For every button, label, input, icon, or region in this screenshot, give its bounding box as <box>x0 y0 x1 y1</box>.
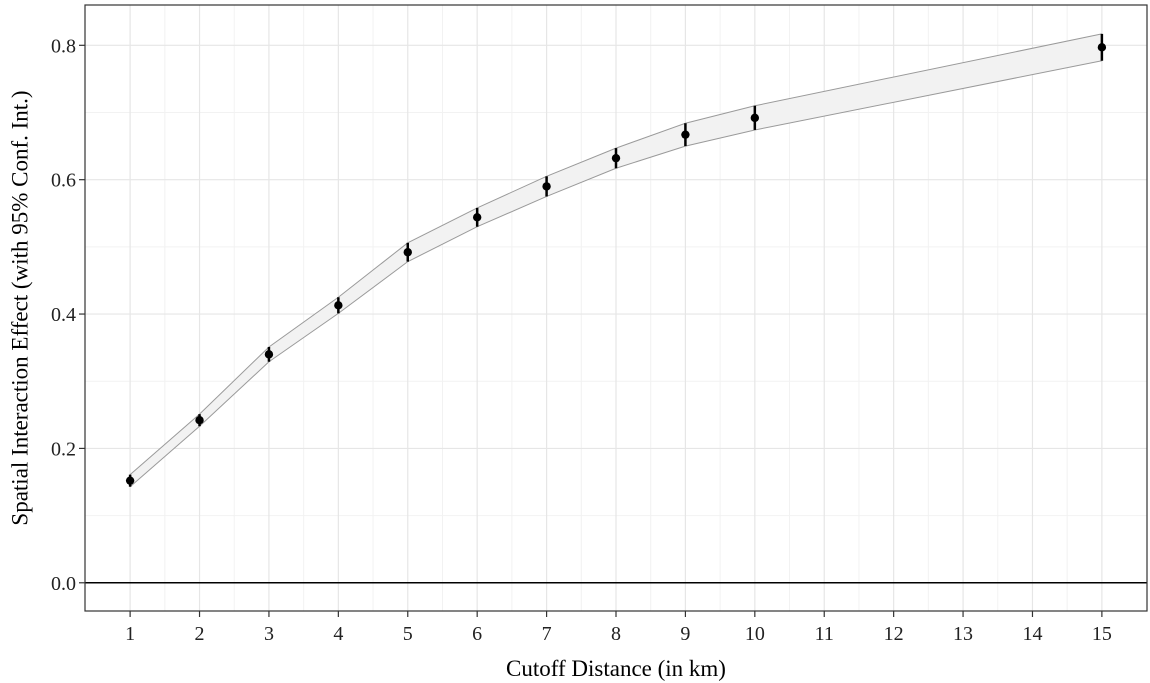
data-point <box>681 123 690 147</box>
x-tick-label: 14 <box>1022 623 1042 645</box>
point-marker <box>681 130 690 139</box>
x-tick-label: 12 <box>884 623 904 645</box>
y-tick-label: 0.8 <box>51 35 76 57</box>
point-marker <box>1097 43 1107 52</box>
y-axis-title: Spatial Interaction Effect (with 95% Con… <box>7 90 32 525</box>
point-marker <box>472 213 482 222</box>
data-point <box>750 105 760 130</box>
data-point <box>264 346 274 362</box>
data-point <box>403 242 412 262</box>
x-tick-label: 5 <box>403 623 413 645</box>
x-tick-label: 7 <box>542 623 552 645</box>
data-points <box>125 33 1107 487</box>
y-tick-label: 0.6 <box>51 170 76 192</box>
band-area <box>130 33 1102 487</box>
x-tick-label: 3 <box>264 623 274 645</box>
data-point <box>195 414 204 427</box>
x-tick-label: 13 <box>953 623 973 645</box>
band-lower-edge <box>129 60 1102 488</box>
x-tick-label: 10 <box>745 623 765 645</box>
x-tick-label: 4 <box>333 623 343 645</box>
data-point <box>1097 33 1107 61</box>
point-marker <box>334 301 343 310</box>
x-axis-ticks: 1 2 3 4 5 6 7 8 9 10 11 12 13 14 15 <box>125 611 1112 645</box>
point-marker <box>264 350 274 359</box>
x-tick-label: 9 <box>680 623 690 645</box>
data-point <box>334 297 343 314</box>
data-point <box>472 207 482 227</box>
x-tick-label: 8 <box>611 623 621 645</box>
point-marker <box>403 248 412 257</box>
point-marker <box>542 182 551 191</box>
data-point <box>611 148 621 169</box>
x-tick-label: 15 <box>1092 623 1112 645</box>
y-tick-label: 0.4 <box>51 304 76 326</box>
y-tick-label: 0.2 <box>51 438 76 460</box>
x-axis-title: Cutoff Distance (in km) <box>506 656 726 681</box>
data-point <box>542 176 551 197</box>
point-marker <box>611 153 621 163</box>
y-tick-label: 0.0 <box>51 573 76 595</box>
data-point <box>125 474 135 487</box>
x-tick-label: 11 <box>815 623 834 645</box>
x-tick-label: 2 <box>195 623 205 645</box>
point-marker <box>125 476 135 485</box>
x-tick-label: 1 <box>125 623 135 645</box>
point-marker <box>750 113 760 123</box>
point-marker <box>195 415 204 425</box>
x-tick-label: 6 <box>472 623 482 645</box>
y-axis-ticks: 0.0 0.2 0.4 0.6 0.8 <box>51 35 85 595</box>
grid <box>85 5 1147 611</box>
